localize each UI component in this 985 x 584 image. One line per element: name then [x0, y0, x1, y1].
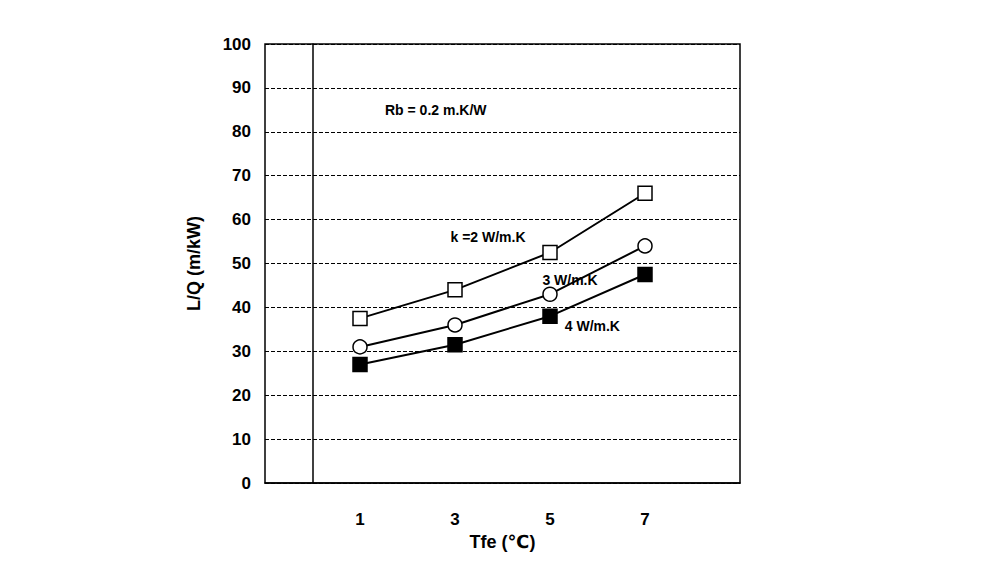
svg-text:3: 3	[450, 510, 459, 529]
svg-text:100: 100	[223, 35, 251, 54]
svg-text:5: 5	[545, 510, 554, 529]
svg-text:20: 20	[232, 386, 251, 405]
svg-text:k =2 W/m.K: k =2 W/m.K	[450, 229, 525, 245]
svg-text:4 W/m.K: 4 W/m.K	[565, 318, 620, 334]
svg-text:60: 60	[232, 210, 251, 229]
svg-text:70: 70	[232, 166, 251, 185]
svg-text:7: 7	[640, 510, 649, 529]
svg-text:10: 10	[232, 430, 251, 449]
svg-text:0: 0	[242, 474, 251, 493]
svg-text:Tfe (℃): Tfe (℃)	[470, 532, 536, 552]
svg-text:40: 40	[232, 298, 251, 317]
svg-text:Rb = 0.2 m.K/W: Rb = 0.2 m.K/W	[385, 102, 487, 118]
svg-text:90: 90	[232, 78, 251, 97]
svg-text:L/Q (m/kW): L/Q (m/kW)	[184, 216, 204, 311]
svg-text:3 W/m.K: 3 W/m.K	[542, 272, 597, 288]
svg-text:50: 50	[232, 254, 251, 273]
svg-text:30: 30	[232, 342, 251, 361]
svg-text:1: 1	[355, 510, 364, 529]
svg-text:80: 80	[232, 122, 251, 141]
